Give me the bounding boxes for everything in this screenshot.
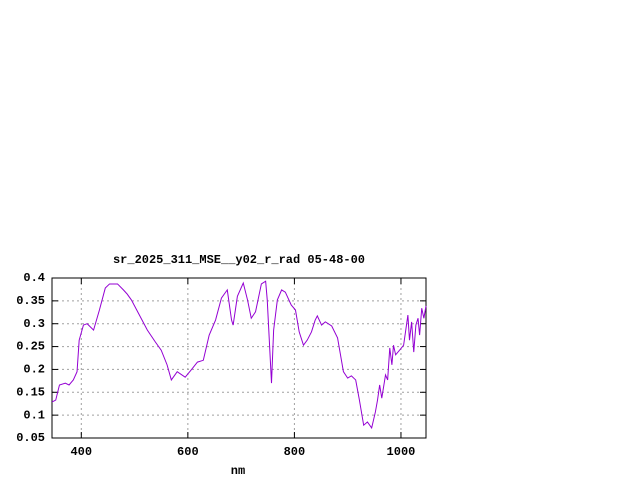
plot-frame xyxy=(51,277,427,439)
data-line xyxy=(51,280,427,430)
y-tick-label: 0.25 xyxy=(16,340,45,354)
x-tick-label: 600 xyxy=(177,445,199,459)
y-tick-label: 0.4 xyxy=(23,271,45,285)
y-tick-label: 0.15 xyxy=(16,385,45,399)
x-tick-label: 1000 xyxy=(387,445,416,459)
x-axis-label: nm xyxy=(231,464,245,478)
x-tick-label: 400 xyxy=(70,445,92,459)
y-tick-label: 0.2 xyxy=(23,363,45,377)
x-tick-label: 800 xyxy=(284,445,306,459)
chart-title: sr_2025_311_MSE__y02_r_rad 05-48-00 xyxy=(113,253,365,267)
y-tick-label: 0.3 xyxy=(23,317,45,331)
y-tick-label: 0.35 xyxy=(16,294,45,308)
y-tick-label: 0.05 xyxy=(16,431,45,445)
y-tick-label: 0.1 xyxy=(23,408,45,422)
